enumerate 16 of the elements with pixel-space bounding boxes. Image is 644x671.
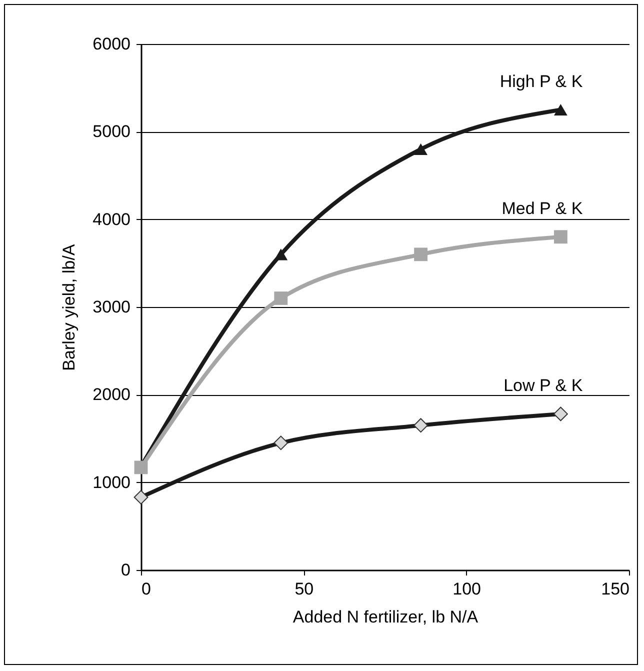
series-label: Low P & K — [504, 376, 584, 395]
y-tick-label: 1000 — [92, 472, 130, 492]
series-label: High P & K — [500, 72, 584, 91]
y-tick-label: 2000 — [92, 385, 130, 404]
y-axis-title: Barley yield, lb/A — [60, 244, 79, 371]
y-tick-label: 3000 — [92, 298, 130, 316]
x-tick-label: 100 — [452, 580, 482, 598]
x-tick-label: 0 — [142, 580, 151, 598]
series-label: Med P & K — [502, 198, 584, 218]
x-tick-label: 50 — [294, 580, 314, 598]
x-tick-label: 150 — [601, 580, 630, 598]
y-tick-label: 6000 — [92, 34, 130, 54]
x-axis-title: Added N fertilizer, lb N/A — [292, 608, 479, 626]
y-tick-label: 4000 — [92, 210, 130, 229]
y-tick-label: 5000 — [92, 122, 130, 142]
y-tick-label: 0 — [121, 560, 130, 580]
